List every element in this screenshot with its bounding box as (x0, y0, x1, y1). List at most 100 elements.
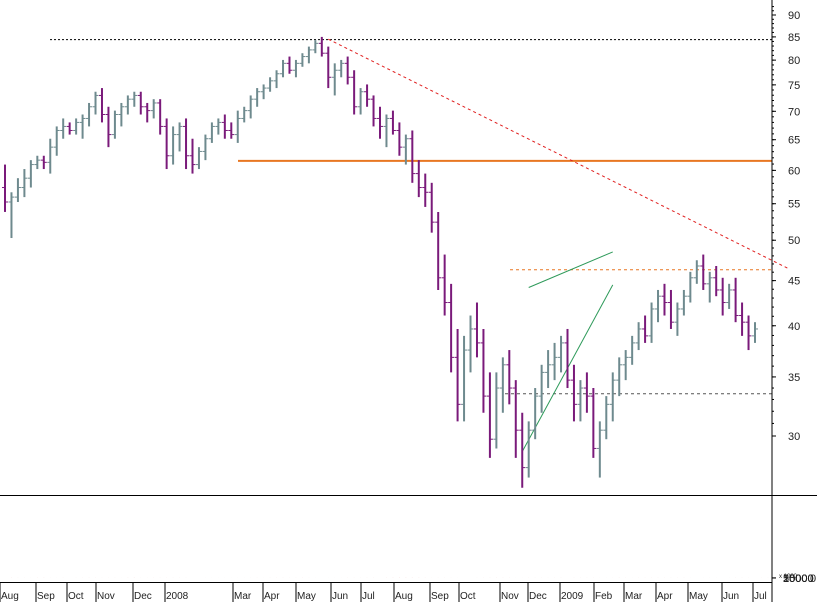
ohlc-bar (60, 118, 67, 139)
ohlc-bar (176, 122, 183, 152)
ohlc-bar (305, 46, 312, 64)
price-tick-label: 70 (788, 106, 800, 118)
ohlc-bar (629, 335, 636, 365)
ohlc-bar (344, 56, 351, 85)
ohlc-bar (680, 289, 687, 316)
price-tick-label: 65 (788, 135, 800, 147)
ohlc-bar (693, 260, 700, 284)
month-label: Dec (134, 591, 152, 602)
ohlc-bar (247, 95, 254, 119)
ohlc-bar (545, 350, 552, 389)
ohlc-bar (402, 134, 409, 165)
ohlc-bar (157, 99, 164, 135)
ohlc-bar (603, 396, 610, 440)
ohlc-bar (506, 350, 513, 405)
ohlc-bar (118, 102, 125, 127)
price-tick-label: 40 (788, 321, 800, 333)
ohlc-bar (183, 118, 190, 170)
ohlc-bar (2, 164, 8, 212)
ohlc-bar (370, 95, 377, 127)
ohlc-bar (338, 59, 345, 78)
ohlc-bar (40, 155, 47, 170)
month-label: Oct (460, 591, 476, 602)
ohlc-bar (351, 70, 358, 115)
month-label: 2008 (166, 591, 189, 602)
ohlc-bar (299, 53, 306, 67)
ohlc-bar (383, 114, 390, 148)
month-label: Jun (332, 591, 348, 602)
volume-unit-note: x 1000 (779, 574, 798, 580)
ohlc-bar (241, 106, 248, 123)
price-tick-label: 50 (788, 235, 800, 247)
ohlc-bar (454, 328, 461, 422)
ohlc-bar (551, 342, 558, 381)
ohlc-bar (441, 254, 448, 316)
month-label: Jul (754, 591, 767, 602)
ohlc-bar (8, 192, 15, 239)
ohlc-bar (473, 302, 480, 358)
ohlc-bar (92, 91, 99, 115)
ohlc-bar (131, 91, 138, 107)
ohlc-bar (195, 147, 202, 170)
ohlc-bar (389, 110, 396, 135)
ohlc-bar (499, 357, 506, 413)
ohlc-bar (21, 169, 28, 198)
ohlc-bar (577, 380, 584, 422)
month-label: May (297, 591, 316, 602)
annotations (50, 38, 788, 452)
ohlc-bar (364, 84, 371, 107)
wedge-upper-line (528, 251, 613, 288)
volume-tick-label: 10000 (783, 573, 814, 585)
month-label: Mar (625, 591, 643, 602)
downtrend-line (328, 38, 788, 269)
month-labels: Aug Sep Oct Nov Dec 2008 Mar Apr May Jun Jul Aug Sep… (0, 583, 767, 602)
ohlc-bar (150, 99, 157, 119)
ohlc-bar (461, 335, 468, 422)
ohlc-bar (254, 88, 261, 107)
ohlc-bar (583, 372, 590, 413)
ohlc-bar (98, 88, 105, 123)
ohlc-bar (745, 315, 752, 351)
price-tick-label: 45 (788, 276, 800, 288)
ohlc-bar (622, 350, 629, 381)
ohlc-bar (234, 110, 241, 143)
ohlc-bar (415, 160, 422, 198)
ohlc-bar (163, 118, 170, 170)
month-label: May (689, 591, 708, 602)
month-label: Apr (657, 591, 673, 602)
ohlc-bar (700, 254, 707, 290)
price-bars (2, 36, 758, 488)
ohlc-bar (512, 380, 519, 458)
ohlc-bar (215, 118, 222, 135)
ohlc-bar (719, 277, 726, 316)
month-label: Sep (431, 591, 449, 602)
ohlc-bar (189, 138, 196, 174)
ohlc-bar (377, 106, 383, 139)
ohlc-bar (312, 40, 319, 54)
ohlc-bar (137, 91, 144, 115)
ohlc-bar (260, 84, 267, 100)
ohlc-bar (558, 335, 565, 373)
ohlc-bar (228, 122, 235, 139)
ohlc-bar (564, 328, 571, 389)
month-label: Jul (362, 591, 375, 602)
month-label: Aug (1, 591, 19, 602)
ohlc-bar (661, 283, 668, 316)
ohlc-bar (47, 138, 54, 174)
month-label: Sep (37, 591, 55, 602)
ohlc-bar (286, 56, 293, 74)
ohlc-bar (170, 126, 177, 165)
month-label: Apr (264, 591, 280, 602)
month-label: Jun (723, 591, 739, 602)
ohlc-bar (635, 322, 642, 351)
price-tick-label: 55 (788, 199, 800, 211)
ohlc-bar (221, 114, 228, 139)
ohlc-bar (616, 357, 623, 397)
volume-tick-label: 5000 (783, 573, 807, 585)
ohlc-bar (105, 106, 112, 148)
ohlc-bar (331, 63, 338, 96)
month-label: Nov (501, 591, 519, 602)
month-label: Oct (68, 591, 84, 602)
